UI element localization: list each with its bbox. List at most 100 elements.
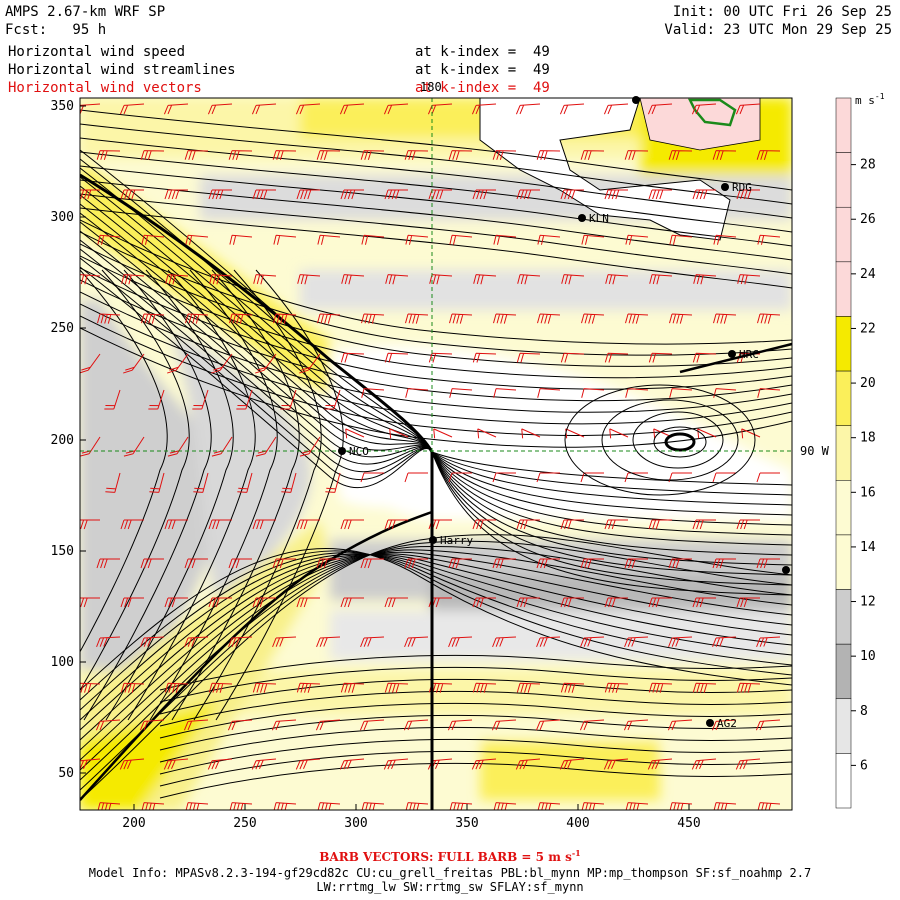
streamline	[80, 193, 792, 275]
land-mass	[479, 98, 731, 241]
wind-barb	[164, 519, 188, 530]
colorbar-swatch	[835, 97, 852, 153]
wind-barb	[281, 472, 297, 493]
station-label-harry: Harry	[440, 534, 473, 547]
streamline	[80, 551, 792, 761]
physics-info: LW:rrtmg_lw SW:rrtmg_sw SFLAY:sf_mynn	[316, 880, 584, 894]
wind-barb	[211, 353, 233, 374]
wind-barb	[185, 802, 209, 810]
colorbar-tick-label: 22	[860, 321, 876, 336]
x-tick-label: 300	[344, 816, 367, 831]
wind-barb	[648, 682, 673, 693]
wind-barb	[735, 103, 761, 115]
wind-barb	[403, 719, 429, 731]
colorbar-swatch	[835, 643, 852, 700]
colorbar-tick-label: 12	[860, 595, 876, 610]
wind-barb	[757, 802, 781, 810]
wind-barb	[713, 234, 737, 245]
wind-barb	[756, 472, 780, 483]
wind-barb	[384, 189, 408, 200]
streamline	[80, 158, 433, 453]
wind-barb	[625, 802, 649, 810]
wind-barb	[405, 388, 429, 398]
streamline	[80, 243, 792, 367]
wind-barb	[208, 682, 233, 693]
colorbar-tick-label: 24	[860, 267, 876, 282]
y-tick-label: 150	[51, 544, 74, 559]
streamline	[83, 269, 212, 721]
streamline	[431, 451, 792, 596]
wind-barb	[741, 428, 761, 439]
field-level-speed: at k-index = 49	[415, 44, 550, 60]
wind-barb	[712, 150, 737, 160]
wind-barb	[227, 719, 253, 731]
wind-barb	[208, 597, 232, 608]
wind-barb	[428, 189, 452, 200]
wind-barb	[604, 189, 628, 200]
wind-barb	[361, 388, 385, 398]
wind-barb	[252, 519, 276, 530]
wind-barb	[605, 274, 629, 285]
streamline	[431, 451, 792, 516]
meridian-label-90w: 90 W	[800, 444, 830, 458]
y-axis: 350 300 250 200 150 100 50	[51, 99, 86, 781]
wind-barb	[340, 189, 364, 200]
wind-barb	[693, 274, 717, 285]
wind-barb	[736, 682, 761, 693]
x-tick-label: 350	[455, 816, 478, 831]
field-name-streamlines: Horizontal wind streamlines	[8, 62, 236, 78]
wind-barb	[236, 389, 253, 410]
streamline	[80, 291, 792, 413]
wind-barb	[237, 472, 253, 493]
wind-barb	[340, 519, 364, 530]
wind-barb	[623, 719, 649, 731]
wind-barb	[228, 150, 253, 160]
wind-barb	[80, 274, 101, 285]
wind-barb	[691, 103, 717, 115]
wind-barb	[140, 558, 164, 569]
streamline	[80, 165, 792, 247]
wind-barb	[491, 719, 517, 731]
init-time: Init: 00 UTC Fri 26 Sep 25	[672, 4, 892, 20]
wind-barb	[713, 313, 737, 324]
streamline	[431, 451, 792, 536]
streamline	[80, 109, 792, 191]
forecast-hour: Fcst: 95 h	[5, 22, 107, 38]
wind-barb	[295, 758, 321, 770]
wind-barb	[192, 389, 209, 410]
wind-barb	[604, 682, 629, 693]
wind-barb	[405, 313, 429, 324]
wind-barb	[140, 636, 165, 648]
colorbar-tick-label: 8	[860, 704, 868, 719]
colorbar-swatch	[835, 698, 852, 754]
wind-barb	[624, 636, 649, 648]
wind-barb	[104, 389, 121, 410]
wind-barb	[449, 313, 473, 324]
wind-barb	[447, 719, 473, 731]
streamline	[80, 248, 433, 473]
wind-barb	[624, 150, 649, 160]
wind-barb	[272, 636, 297, 648]
wind-barb	[404, 636, 429, 648]
wind-barb	[345, 428, 365, 439]
streamline	[80, 167, 433, 453]
wind-barb	[317, 313, 341, 324]
streamline	[193, 269, 322, 721]
streamline	[431, 451, 792, 586]
wind-barb	[280, 389, 297, 410]
colorbar-swatch	[835, 261, 852, 317]
wind-barb	[647, 758, 673, 770]
streamline	[431, 451, 792, 576]
x-tick-label: 400	[566, 816, 589, 831]
wind-barb	[80, 758, 101, 770]
wind-barbs	[80, 103, 781, 810]
wind-barb	[208, 189, 232, 200]
wind-barb	[404, 150, 429, 160]
wind-barb	[580, 150, 605, 160]
streamline	[159, 654, 792, 691]
wind-barb	[339, 758, 365, 770]
field-level-vectors: at k-index = 49	[415, 80, 550, 96]
wind-barb	[493, 802, 517, 810]
y-tick-label: 50	[58, 766, 74, 781]
wind-barb	[296, 519, 320, 530]
